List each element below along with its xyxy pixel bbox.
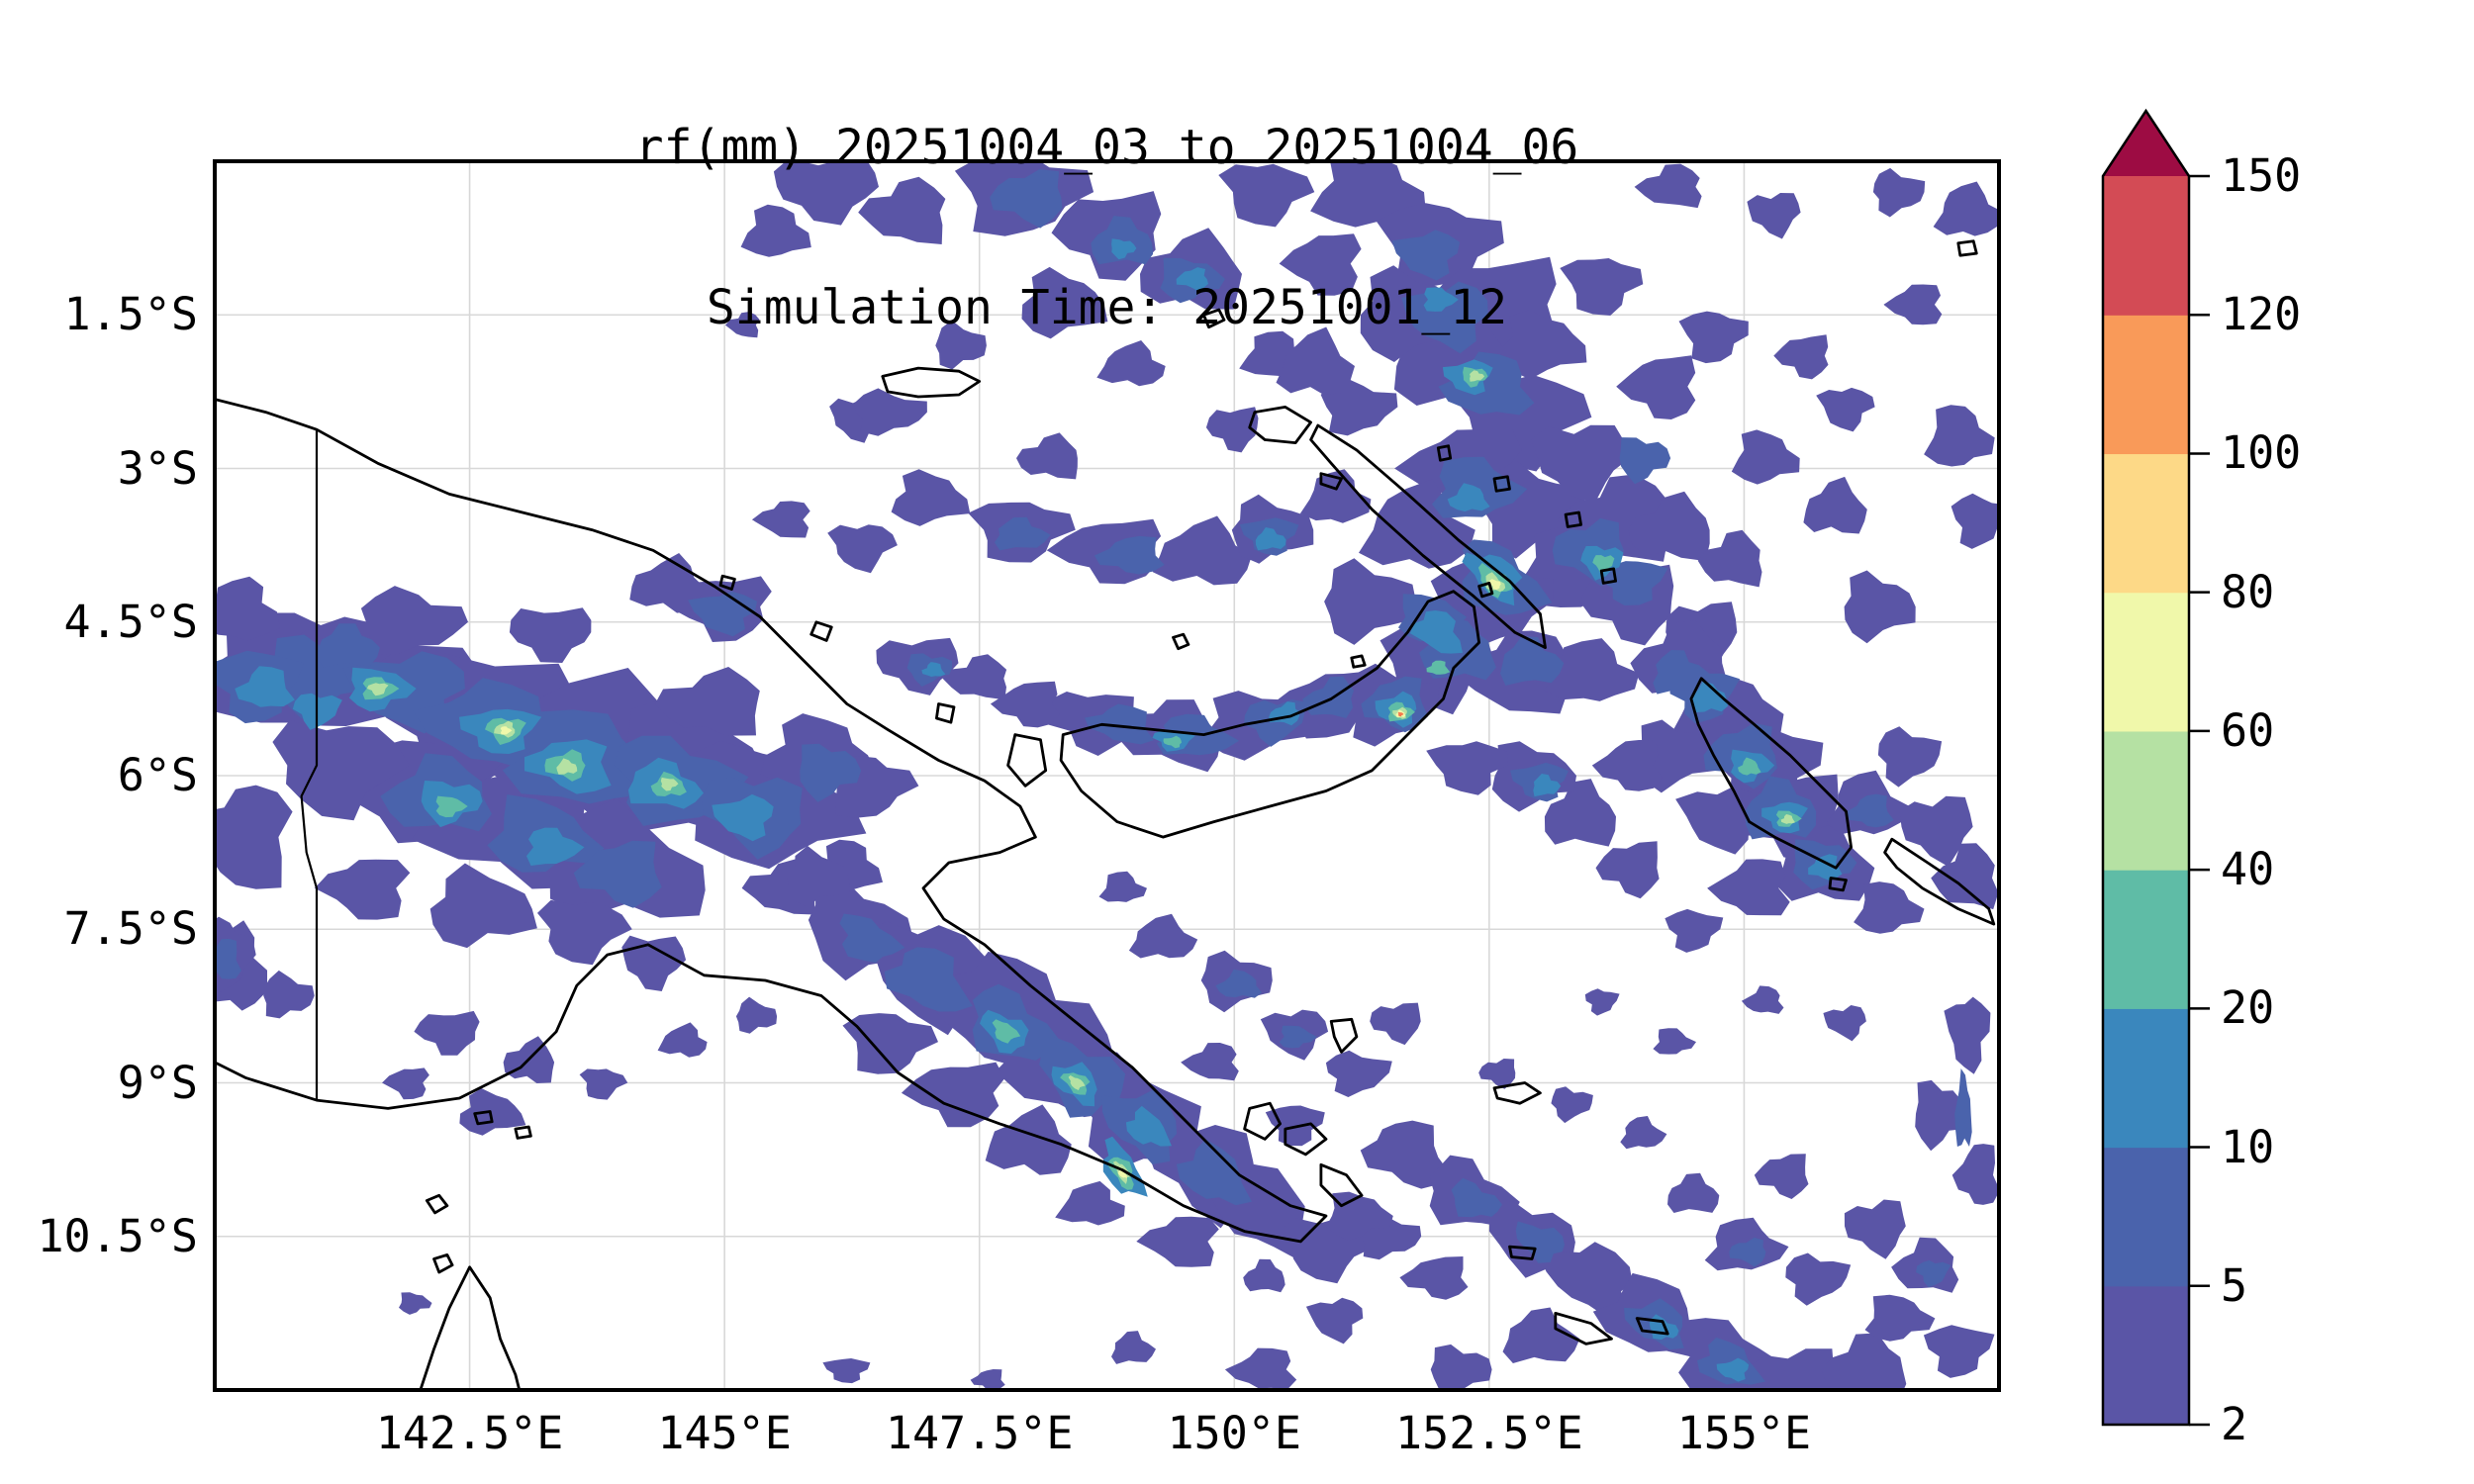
- colorbar-tick-label: 10: [2221, 1120, 2275, 1173]
- colorbar-over-arrow: [2103, 111, 2189, 176]
- colorbar-tick-label: 2: [2221, 1398, 2248, 1450]
- y-tick-label: 6°S: [117, 749, 198, 801]
- misima-island: [1508, 1245, 1537, 1260]
- tagula-island: [1554, 1312, 1613, 1345]
- colorbar-segment-20-40: [2103, 870, 2189, 1009]
- colorbar-tick-label: 5: [2221, 1258, 2248, 1312]
- plot-title-line1: rf(mm) 20251004_03 to 20251004_06: [634, 120, 1579, 175]
- y-tick-label: 3°S: [117, 441, 198, 495]
- x-tick-label: 152.5°E: [1395, 1407, 1583, 1459]
- fly-delta-islet-1-island: [473, 1110, 494, 1126]
- mussau-island: [1202, 308, 1226, 329]
- manus-island: [881, 366, 982, 399]
- karkar-island: [809, 620, 833, 642]
- colorbar-tick-label: 80: [2221, 565, 2275, 618]
- colorbar: [2101, 108, 2210, 1427]
- x-tick-label: 145°E: [657, 1407, 792, 1459]
- witu-island: [1172, 632, 1190, 651]
- y-tick-label: 1.5°S: [63, 288, 198, 341]
- woodlark-island: [1492, 1081, 1542, 1105]
- map-plot-area: [215, 161, 1999, 1390]
- new-ireland-island: [1309, 423, 1547, 649]
- manam-island: [718, 574, 736, 591]
- kiriwina-island: [1329, 1017, 1359, 1054]
- goodenough-island: [1243, 1101, 1282, 1141]
- nuguria-island: [1956, 239, 1978, 257]
- y-tick-label: 7.5°S: [63, 902, 198, 956]
- normanby-island: [1319, 1162, 1364, 1208]
- lihir-island: [1492, 475, 1511, 493]
- colorbar-segment-40-60: [2103, 730, 2189, 871]
- map-frame: [213, 159, 2001, 1392]
- x-tick-label: 142.5°E: [375, 1407, 564, 1459]
- fly-delta-islet-2-island: [514, 1125, 532, 1140]
- colorbar-outline: [2101, 108, 2191, 1427]
- new-britain-island: [1059, 590, 1480, 839]
- feni-island: [1599, 567, 1617, 585]
- colorbar-segment-5-10: [2103, 1147, 2189, 1287]
- torres-islet-1-island: [425, 1193, 449, 1215]
- umboi-island: [1006, 733, 1048, 788]
- colorbar-segment-10-20: [2103, 1008, 2189, 1149]
- x-tick-label: 155°E: [1676, 1407, 1812, 1459]
- fergusson-island: [1284, 1122, 1328, 1157]
- shortland-island: [1828, 877, 1848, 892]
- colorbar-tick-label: 150: [2221, 149, 2302, 202]
- colorbar-segment-2-5: [2103, 1285, 2189, 1426]
- y-tick-label: 9°S: [117, 1056, 198, 1109]
- colorbar-tick-label: 40: [2221, 843, 2275, 896]
- colorbar-segment-100-120: [2103, 315, 2189, 455]
- colorbar-tick-label: 60: [2221, 703, 2275, 757]
- colorbar-ticks: [2189, 174, 2210, 1427]
- x-tick-label: 150°E: [1167, 1407, 1302, 1459]
- duke-of-york-island: [1477, 582, 1494, 599]
- x-tick-label: 147.5°E: [885, 1407, 1074, 1459]
- y-tick-label: 10.5°S: [37, 1209, 198, 1262]
- png-indonesia-border: [300, 429, 319, 1101]
- new-hanover-island: [1248, 406, 1312, 444]
- colorbar-tick-label: 120: [2221, 288, 2302, 341]
- colorbar-segment-60-80: [2103, 592, 2189, 732]
- dyaul-island: [1319, 472, 1343, 491]
- cape-york-australia: [419, 1265, 522, 1390]
- y-tick-label: 4.5°S: [63, 595, 198, 648]
- colorbar-tick-label: 20: [2221, 981, 2275, 1035]
- colorbar-segment-80-100: [2103, 453, 2189, 594]
- bougainville-island: [1689, 677, 1853, 870]
- rainfall-contours: [215, 161, 1999, 1390]
- tabar-island: [1436, 444, 1453, 462]
- torres-islet-2-island: [432, 1253, 454, 1274]
- coastline-layer: [215, 239, 1996, 1390]
- png-mainland-coast: [215, 398, 1328, 1244]
- colorbar-segment-120-150: [2103, 176, 2189, 316]
- lolobau-island: [1350, 654, 1367, 669]
- rossel-island: [1635, 1317, 1669, 1336]
- plot-title: rf(mm) 20251004_03 to 20251004_06 Simula…: [215, 14, 1999, 441]
- plot-title-line2: Simulation Time: 20251001_12: [706, 280, 1508, 335]
- long-island-island: [935, 702, 956, 724]
- choiseul-island: [1883, 837, 1996, 926]
- colorbar-tick-label: 100: [2221, 426, 2302, 480]
- tanga-island: [1564, 510, 1582, 528]
